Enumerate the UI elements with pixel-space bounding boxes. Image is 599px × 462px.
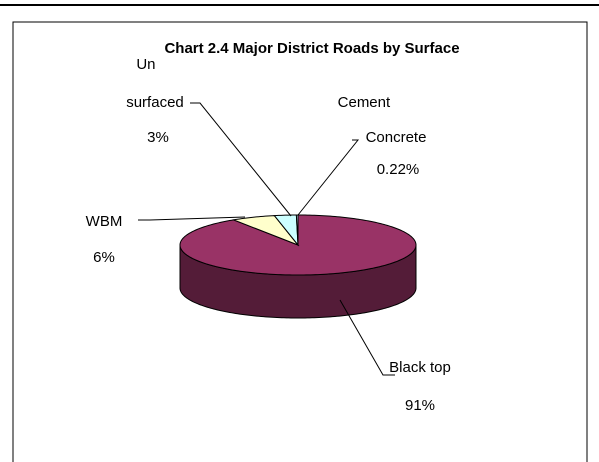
leader-line	[297, 139, 360, 216]
slice	[231, 215, 300, 247]
slice-label: Black top	[389, 359, 451, 376]
value-label: 91%	[405, 397, 435, 414]
slice-label: Un surfaced	[126, 56, 184, 111]
value-label: 0.22%	[377, 161, 420, 178]
slice	[295, 214, 299, 246]
slice-label: WBM	[86, 213, 123, 230]
leader-line	[138, 216, 246, 221]
chart-title: Chart 2.4 Major District Roads by Surfac…	[164, 40, 459, 57]
value-label: 6%	[93, 249, 115, 266]
leader-line	[339, 299, 395, 376]
slice	[273, 214, 299, 247]
value-label: 3%	[147, 129, 169, 146]
slice-label: Cement Concrete	[338, 94, 427, 146]
leader-line	[190, 102, 292, 217]
